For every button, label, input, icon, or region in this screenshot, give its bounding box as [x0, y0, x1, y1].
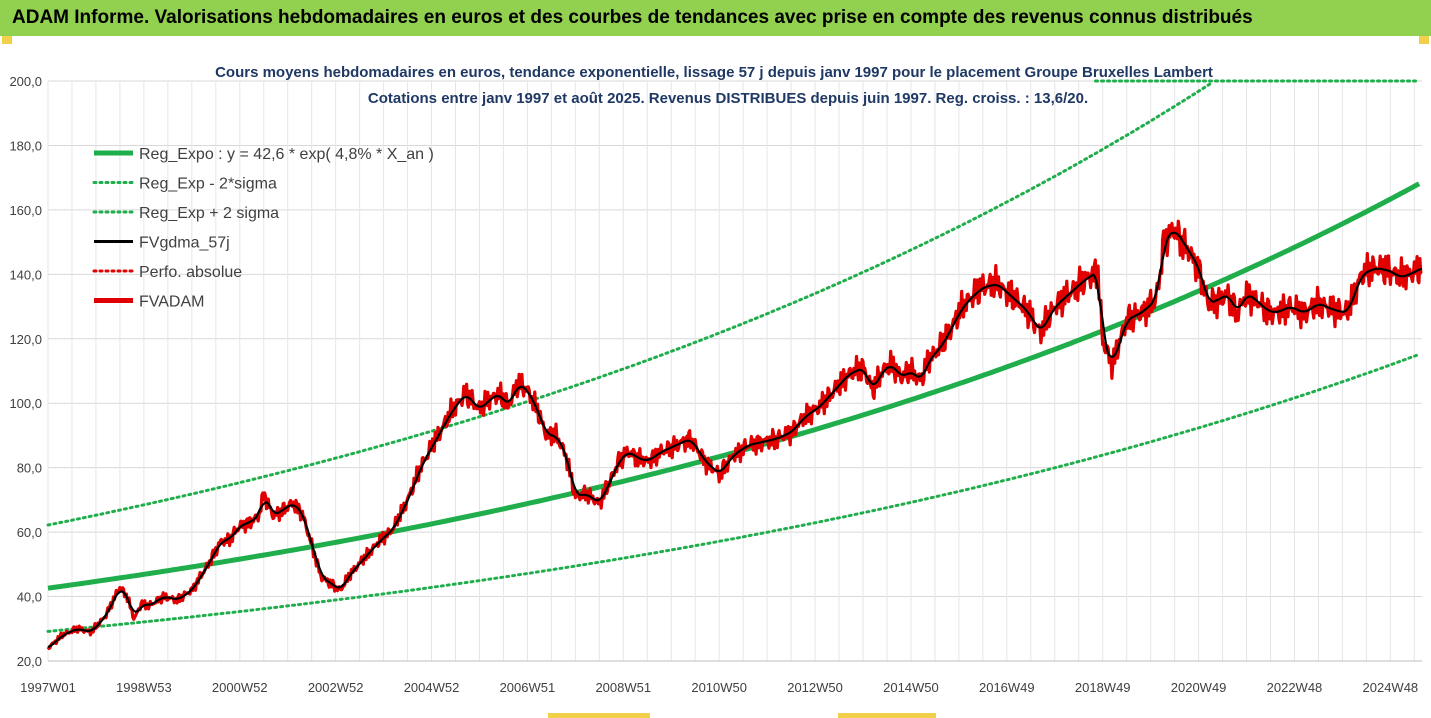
x-tick-label: 2012W50: [787, 680, 843, 695]
x-tick-label: 2010W50: [691, 680, 747, 695]
legend-label: FVgdma_57j: [139, 235, 230, 252]
x-tick-label: 2022W48: [1267, 680, 1323, 695]
y-tick-label: 180,0: [9, 138, 42, 153]
y-tick-label: 200,0: [9, 74, 42, 89]
y-tick-label: 40,0: [17, 590, 42, 605]
chart-title-line2: Cotations entre janv 1997 et août 2025. …: [368, 90, 1088, 107]
x-tick-label: 2000W52: [212, 680, 268, 695]
y-tick-label: 80,0: [17, 461, 42, 476]
series-reg-expo: [47, 181, 1421, 591]
accent-mark-bottom-1: [548, 713, 650, 718]
legend-label: Reg_Expo : y = 42,6 * exp( 4,8% * X_an ): [139, 146, 434, 163]
legend-label: FVADAM: [139, 294, 204, 311]
chart-area: 20,0 40,0 60,0 80,0 100,0 120,0 140,0 160,0 180,…: [0, 36, 1431, 718]
accent-mark-bottom-2: [838, 713, 936, 718]
x-tick-label: 2014W50: [883, 680, 939, 695]
y-tick-label: 20,0: [17, 654, 42, 669]
legend-label: Reg_Exp + 2 sigma: [139, 205, 279, 222]
y-tick-label: 140,0: [9, 267, 42, 282]
legend: Reg_Expo : y = 42,6 * exp( 4,8% * X_an )…: [92, 146, 434, 311]
grid-lines: [47, 80, 1422, 662]
chart-title-line1: Cours moyens hebdomadaires en euros, ten…: [215, 64, 1213, 81]
series-reg-minus-2sigma: [46, 352, 1421, 633]
y-tick-label: 60,0: [17, 525, 42, 540]
x-axis: 1997W01 1998W53 2000W52 2002W52 2004W52 2006W…: [20, 660, 1422, 695]
y-tick-label: 100,0: [9, 396, 42, 411]
legend-label: Reg_Exp - 2*sigma: [139, 176, 277, 193]
x-tick-label: 2002W52: [308, 680, 364, 695]
x-tick-label: 2020W49: [1171, 680, 1227, 695]
y-axis: 20,0 40,0 60,0 80,0 100,0 120,0 140,0 160,0 180,…: [9, 74, 42, 669]
page-title: ADAM Informe. Valorisations hebdomadaire…: [0, 0, 1431, 36]
x-tick-label: 1998W53: [116, 680, 172, 695]
y-tick-label: 160,0: [9, 203, 42, 218]
accent-mark-left: [2, 36, 12, 44]
series-layer: [46, 79, 1423, 650]
x-tick-label: 2008W51: [595, 680, 651, 695]
x-tick-label: 2024W48: [1363, 680, 1419, 695]
x-tick-label: 2016W49: [979, 680, 1035, 695]
x-tick-label: 2018W49: [1075, 680, 1131, 695]
legend-label: Perfo. absolue: [139, 264, 242, 281]
y-tick-label: 120,0: [9, 332, 42, 347]
x-tick-label: 2004W52: [404, 680, 460, 695]
series-fvgdma: [47, 231, 1423, 649]
chart-svg: 20,0 40,0 60,0 80,0 100,0 120,0 140,0 160,0 180,…: [9, 64, 1423, 695]
x-tick-label: 1997W01: [20, 680, 76, 695]
accent-mark-right: [1419, 36, 1429, 44]
x-tick-label: 2006W51: [500, 680, 556, 695]
series-reg-plus-2sigma: [46, 80, 1215, 527]
